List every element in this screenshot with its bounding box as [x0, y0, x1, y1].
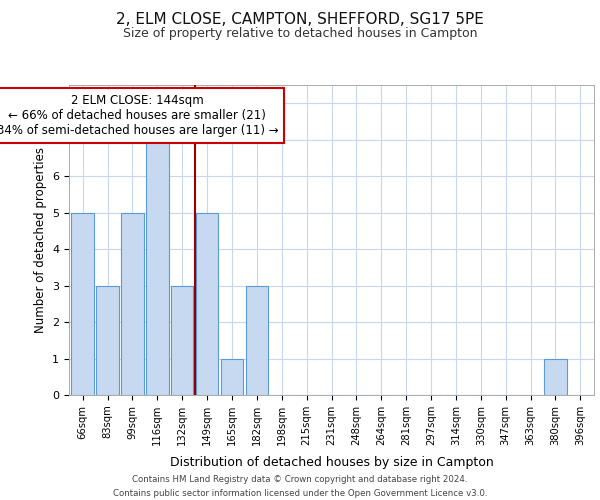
Text: Contains HM Land Registry data © Crown copyright and database right 2024.
Contai: Contains HM Land Registry data © Crown c…: [113, 476, 487, 498]
Bar: [221, 358, 243, 395]
Bar: [544, 358, 566, 395]
Bar: [97, 286, 119, 395]
Text: 2 ELM CLOSE: 144sqm
← 66% of detached houses are smaller (21)
34% of semi-detach: 2 ELM CLOSE: 144sqm ← 66% of detached ho…: [0, 94, 278, 137]
X-axis label: Distribution of detached houses by size in Campton: Distribution of detached houses by size …: [170, 456, 493, 469]
Text: 2, ELM CLOSE, CAMPTON, SHEFFORD, SG17 5PE: 2, ELM CLOSE, CAMPTON, SHEFFORD, SG17 5P…: [116, 12, 484, 28]
Bar: [196, 212, 218, 395]
Y-axis label: Number of detached properties: Number of detached properties: [34, 147, 47, 333]
Bar: [245, 286, 268, 395]
Bar: [121, 212, 143, 395]
Bar: [171, 286, 193, 395]
Bar: [71, 212, 94, 395]
Text: Size of property relative to detached houses in Campton: Size of property relative to detached ho…: [123, 28, 477, 40]
Bar: [146, 140, 169, 395]
